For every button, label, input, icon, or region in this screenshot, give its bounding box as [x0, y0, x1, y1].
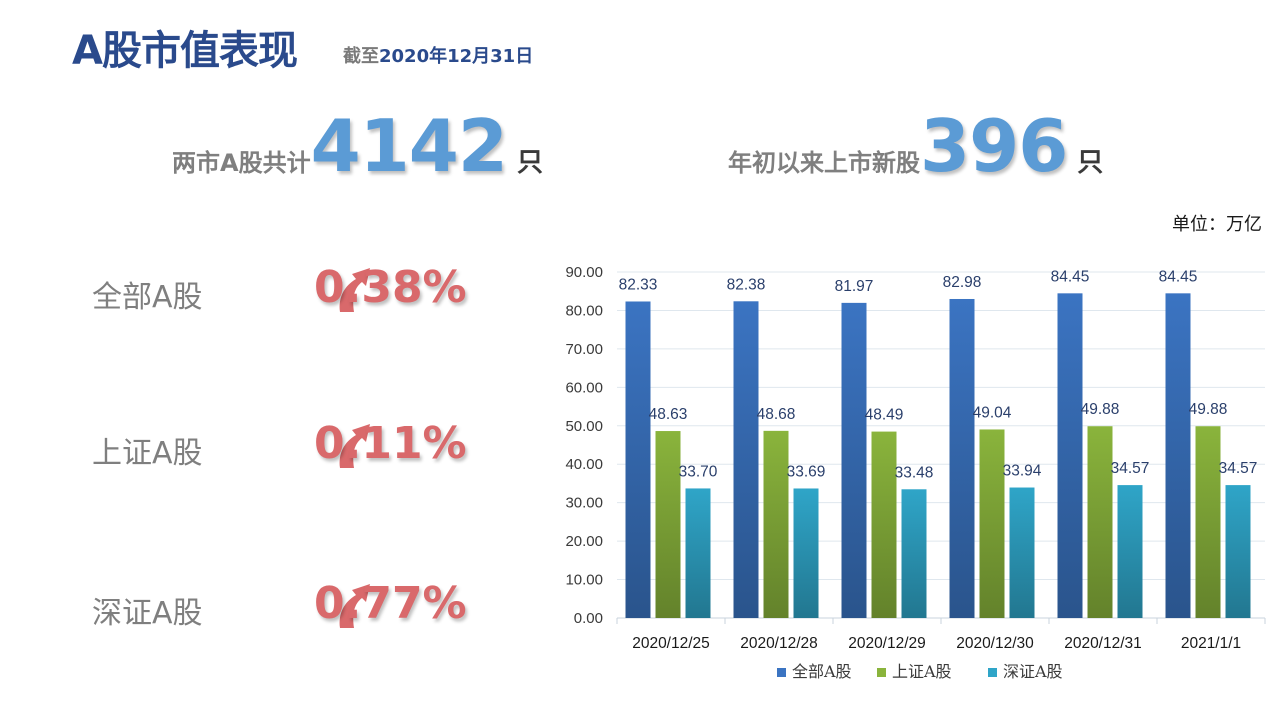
data-label: 33.69 — [787, 463, 826, 480]
data-label: 82.38 — [727, 276, 766, 293]
x-tick-label: 2020/12/29 — [848, 635, 926, 652]
bar — [763, 430, 789, 618]
market-change-shenzhen: 深证A股 0.77% — [92, 578, 492, 638]
data-label: 82.33 — [619, 276, 658, 293]
y-tick-label: 80.00 — [565, 302, 603, 319]
x-tick-label: 2021/1/1 — [1181, 635, 1241, 652]
bar — [949, 298, 975, 618]
data-label: 34.57 — [1219, 460, 1258, 477]
bar — [655, 431, 681, 618]
market-change-value: 0.77% — [314, 578, 467, 629]
page-title: A股市值表现 — [72, 28, 298, 74]
bar — [871, 431, 897, 618]
market-cap-bar-chart: 0.00 10.00 20.00 30.00 40.00 50.00 60.00 70.00 8… — [565, 264, 1266, 681]
new-listings-unit: 只 — [1077, 148, 1104, 178]
legend-label: 全部A股 — [792, 662, 852, 681]
total-stocks-unit: 只 — [516, 148, 543, 178]
legend-label: 上证A股 — [892, 662, 952, 681]
data-label: 33.70 — [679, 463, 718, 480]
data-label: 48.63 — [649, 406, 688, 423]
y-tick-label: 30.00 — [565, 495, 603, 512]
y-tick-label: 40.00 — [565, 456, 603, 473]
bar — [979, 429, 1005, 618]
up-arrow-icon — [339, 424, 370, 468]
data-label: 84.45 — [1159, 268, 1198, 285]
legend-label: 深证A股 — [1003, 662, 1063, 681]
x-tick-label: 2020/12/31 — [1064, 635, 1142, 652]
market-name: 全部A股 — [92, 280, 203, 315]
as-of-prefix: 截至 — [343, 46, 379, 67]
bar — [1009, 487, 1035, 618]
bar — [1117, 485, 1143, 618]
data-label: 82.98 — [943, 274, 982, 291]
legend-swatch — [777, 668, 786, 677]
x-tick-label: 2020/12/25 — [632, 635, 710, 652]
market-change-value: 0.11% — [314, 418, 467, 469]
bar — [793, 488, 819, 618]
new-listings-stat: 年初以来上市新股396 只 — [728, 104, 1103, 188]
market-change-shanghai: 上证A股 0.11% — [92, 418, 492, 478]
bar — [1225, 485, 1251, 618]
up-arrow-icon — [339, 584, 370, 628]
as-of-date-value: 2020年12月31日 — [379, 46, 534, 67]
data-label: 49.88 — [1189, 401, 1228, 418]
bar — [841, 302, 867, 618]
new-listings-label: 年初以来上市新股 — [728, 149, 920, 177]
legend-swatch — [988, 668, 997, 677]
y-tick-label: 0.00 — [574, 610, 603, 627]
data-label: 33.94 — [1003, 463, 1042, 480]
up-arrow-icon — [339, 268, 370, 312]
data-label: 81.97 — [835, 278, 874, 295]
data-label: 48.49 — [865, 407, 904, 424]
bar — [901, 489, 927, 618]
y-tick-label: 60.00 — [565, 379, 603, 396]
y-tick-label: 50.00 — [565, 418, 603, 435]
market-name: 上证A股 — [92, 436, 203, 471]
x-tick-label: 2020/12/28 — [740, 635, 818, 652]
y-tick-label: 90.00 — [565, 264, 603, 281]
data-label: 49.04 — [973, 404, 1012, 421]
new-listings-number: 396 — [920, 104, 1068, 188]
as-of-date: 截至2020年12月31日 — [343, 42, 533, 68]
data-label: 33.48 — [895, 464, 934, 481]
total-stocks-label: 两市A股共计 — [172, 149, 311, 177]
market-change-all: 全部A股 0.38% — [92, 262, 492, 322]
data-label: 48.68 — [757, 406, 796, 423]
bar — [1195, 426, 1221, 618]
y-tick-label: 70.00 — [565, 341, 603, 358]
y-tick-label: 10.00 — [565, 572, 603, 589]
bar — [1087, 426, 1113, 618]
bar — [1165, 293, 1191, 618]
chart-unit-label: 单位：万亿 — [1172, 214, 1262, 235]
data-label: 84.45 — [1051, 268, 1090, 285]
market-change-value: 0.38% — [314, 262, 467, 313]
market-name: 深证A股 — [92, 596, 203, 631]
bar — [685, 488, 711, 618]
data-label: 49.88 — [1081, 401, 1120, 418]
x-tick-label: 2020/12/30 — [956, 635, 1034, 652]
y-tick-label: 20.00 — [565, 533, 603, 550]
bar — [1057, 293, 1083, 618]
data-label: 34.57 — [1111, 460, 1150, 477]
bar — [625, 301, 651, 618]
total-stocks-stat: 两市A股共计4142 只 — [172, 104, 543, 188]
total-stocks-number: 4142 — [310, 104, 508, 188]
bar — [733, 301, 759, 618]
legend-swatch — [877, 668, 886, 677]
